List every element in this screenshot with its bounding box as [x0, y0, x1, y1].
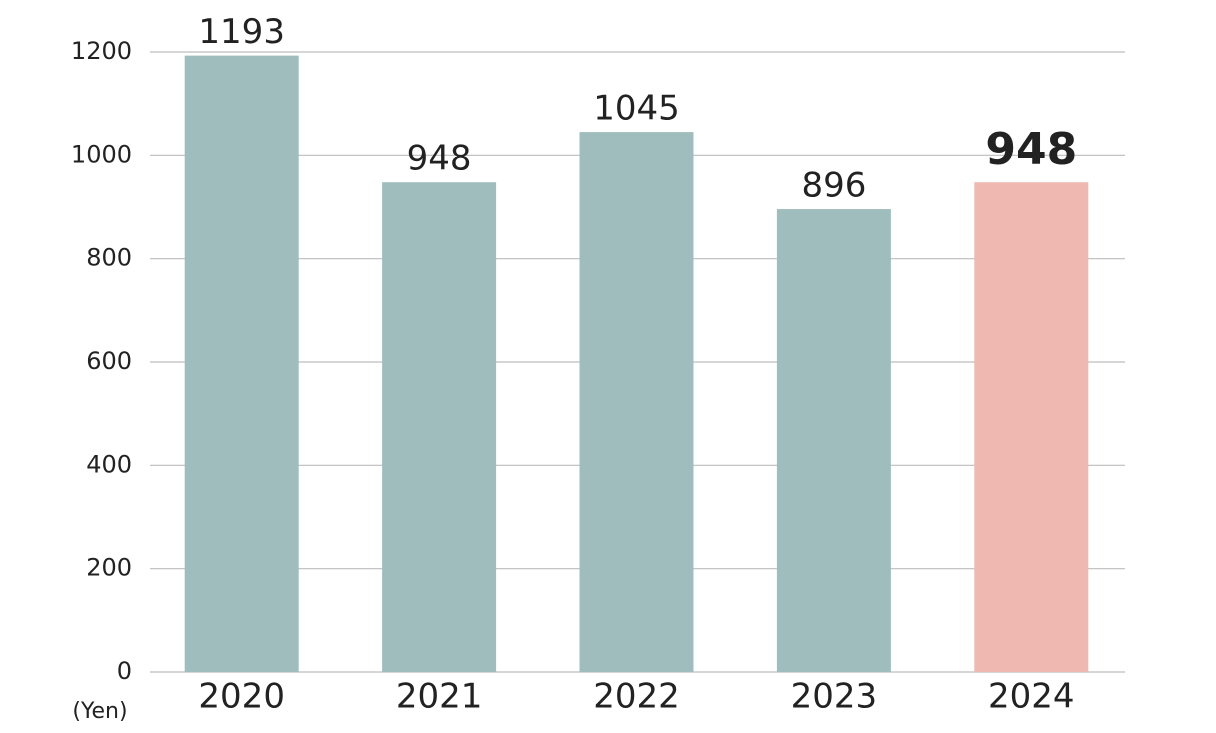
x-tick-label: 2020: [198, 677, 285, 717]
bar: [776, 209, 891, 673]
x-tick-label: 2023: [791, 677, 878, 717]
bar: [974, 182, 1089, 672]
y-tick-label: 600: [86, 347, 132, 375]
bar: [184, 55, 299, 673]
y-tick-label: 400: [86, 450, 132, 478]
y-tick-label: 200: [86, 554, 132, 582]
x-tick-label: 2024: [988, 677, 1075, 717]
y-axis-unit: (Yen): [72, 699, 127, 724]
y-tick-label: 1200: [71, 37, 132, 65]
y-tick-label: 0: [117, 657, 132, 685]
value-label: 948: [985, 124, 1077, 175]
y-tick-label: 1000: [71, 140, 132, 168]
x-tick-label: 2021: [396, 677, 483, 717]
value-label: 896: [801, 166, 866, 206]
value-label: 1045: [593, 89, 680, 129]
value-label: 948: [407, 139, 472, 179]
bar: [579, 132, 694, 673]
y-tick-label: 800: [86, 244, 132, 272]
value-label: 1193: [198, 12, 285, 52]
x-tick-label: 2022: [593, 677, 680, 717]
bar: [382, 182, 497, 672]
